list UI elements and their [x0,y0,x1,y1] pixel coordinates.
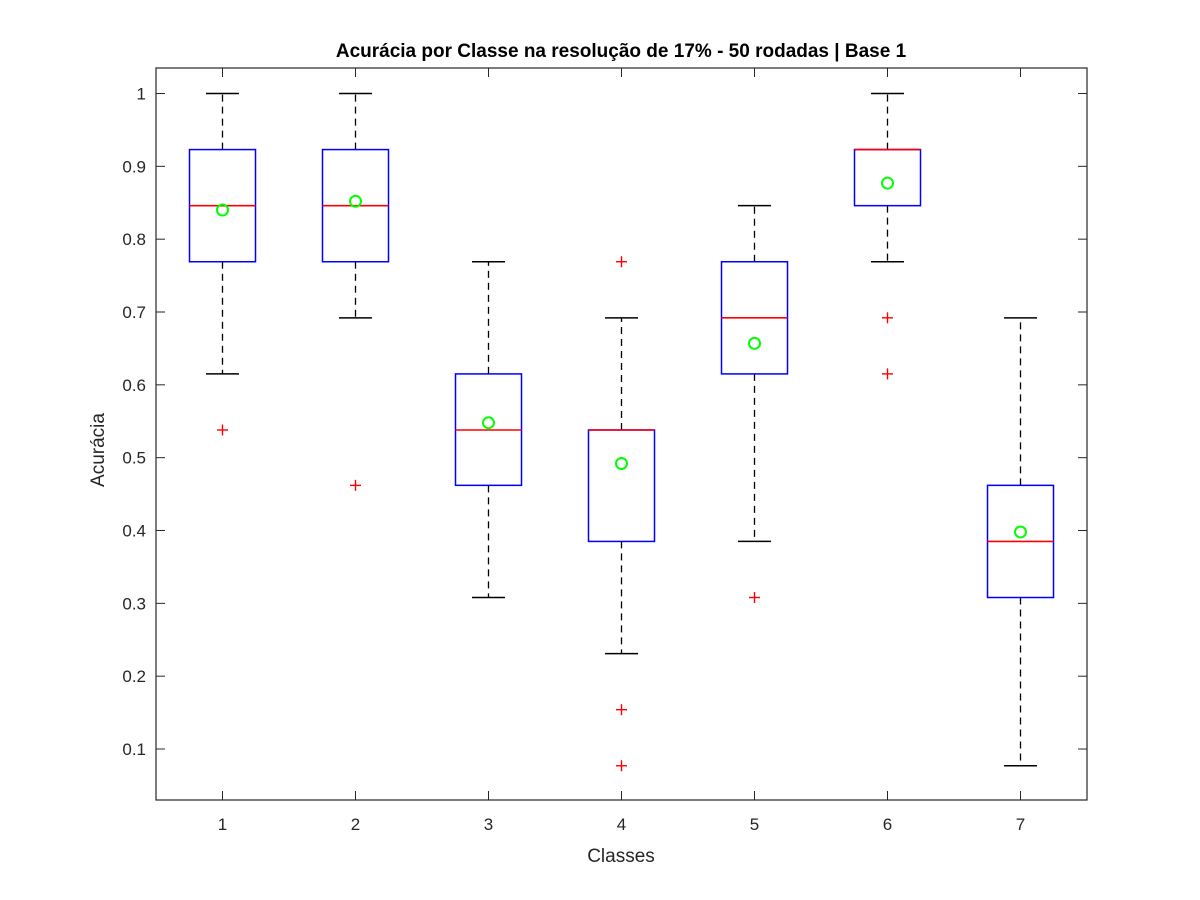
box-4 [587,429,656,543]
x-tick-label: 2 [351,815,360,834]
mean-marker [216,203,229,217]
y-tick-label: 0.6 [122,376,146,395]
x-tick-label: 6 [883,815,892,834]
chart-title: Acurácia por Classe na resolução de 17% … [336,41,907,62]
y-tick-label: 0.3 [122,594,146,613]
y-tick-label: 0.4 [122,522,146,541]
axes-frame [155,67,1088,801]
y-tick-label: 1 [137,84,146,103]
mean-marker [482,416,495,430]
y-tick-label: 0.9 [122,157,146,176]
x-axis-label: Classes [587,846,655,867]
plot-area: 0.1 0.2 0.3 0.4 0.5 0.6 0.7 0.8 0.9 1 1 2 3 4 5 6 7 [122,67,1088,834]
mean-marker [881,176,894,190]
mean-marker [1014,525,1027,539]
mean-marker [349,194,362,208]
y-tick-label: 0.1 [122,740,146,759]
x-tick-label: 7 [1016,815,1025,834]
y-tick-label: 0.8 [122,230,146,249]
y-tick-label: 0.7 [122,303,146,322]
y-tick-label: 0.5 [122,449,146,468]
mean-marker [615,456,628,470]
x-tick-label: 1 [218,815,227,834]
y-tick-label: 0.2 [122,667,146,686]
x-tick-label: 5 [750,815,759,834]
x-tick-label: 4 [617,815,626,834]
y-axis-label: Acurácia [88,413,109,487]
x-tick-label: 3 [484,815,493,834]
mean-marker [748,336,761,350]
